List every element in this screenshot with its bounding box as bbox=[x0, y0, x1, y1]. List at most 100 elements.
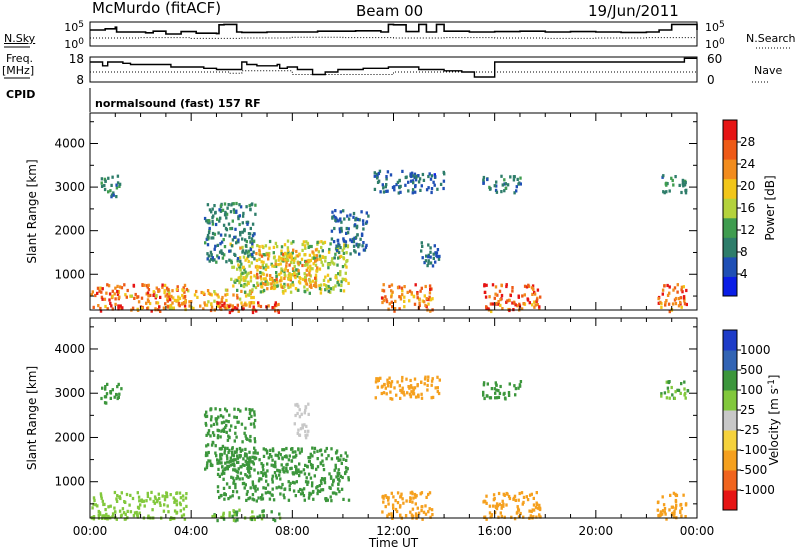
power-panel-cell bbox=[98, 289, 101, 293]
velocity-panel-cell bbox=[401, 389, 404, 393]
velocity-panel-cell bbox=[173, 509, 177, 513]
power-panel-cell bbox=[114, 297, 117, 301]
power-panel-cell bbox=[176, 285, 179, 289]
power-panel-cell bbox=[137, 295, 140, 299]
power-panel-cell bbox=[343, 217, 346, 221]
velocity-panel-cell bbox=[503, 493, 506, 497]
power-panel-cell bbox=[518, 302, 521, 306]
velocity-panel-cell bbox=[519, 511, 522, 516]
power-panel-cell bbox=[146, 298, 150, 302]
velocity-panel-cell bbox=[337, 458, 340, 462]
velocity-panel-cell bbox=[499, 384, 502, 389]
velocity-panel-cell bbox=[401, 391, 405, 395]
power-panel-cell bbox=[209, 257, 213, 261]
velocity-panel-cell bbox=[242, 457, 245, 461]
velocity-panel-cell bbox=[109, 396, 112, 400]
velocity-panel-cell bbox=[298, 415, 302, 419]
velocity-panel-cell bbox=[300, 412, 303, 416]
velocity-panel-cell bbox=[495, 383, 498, 387]
power-panel-cell bbox=[311, 250, 314, 254]
power-panel-cell bbox=[171, 289, 174, 293]
velocity-panel-cell bbox=[529, 514, 532, 518]
velocity-panel-cell bbox=[234, 458, 237, 462]
power-panel-cell bbox=[528, 301, 531, 305]
power-panel-cell bbox=[408, 289, 412, 293]
power-colorbar-tick-label: 28 bbox=[740, 135, 755, 149]
power-panel-cell bbox=[407, 189, 410, 193]
power-panel-cell bbox=[147, 288, 151, 292]
power-panel-cell bbox=[401, 169, 404, 173]
velocity-panel-cell bbox=[105, 512, 108, 516]
power-panel-cell bbox=[362, 248, 366, 252]
power-panel-cell bbox=[116, 284, 119, 288]
velocity-panel-cell bbox=[331, 491, 335, 495]
power-panel-cell bbox=[236, 303, 239, 307]
power-panel-cell bbox=[416, 292, 419, 296]
power-panel-cell bbox=[680, 190, 683, 195]
velocity-panel-cell bbox=[411, 507, 415, 511]
power-panel-cell bbox=[237, 215, 240, 219]
velocity-panel-cell bbox=[236, 456, 239, 460]
velocity-panel-cell bbox=[179, 509, 182, 513]
power-panel-cell bbox=[233, 210, 236, 214]
power-panel-cell bbox=[239, 246, 242, 250]
power-panel-cell bbox=[214, 292, 217, 296]
velocity-panel-cell bbox=[252, 498, 256, 502]
velocity-panel-cell bbox=[101, 514, 104, 518]
velocity-panel-cell bbox=[411, 492, 414, 496]
power-panel-cell bbox=[315, 258, 319, 262]
power-panel-cell bbox=[125, 295, 128, 299]
velocity-panel-cell bbox=[205, 451, 208, 455]
power-panel-cell bbox=[436, 248, 440, 252]
velocity-panel-x-tick-label: 12:00 bbox=[376, 524, 411, 538]
velocity-panel-cell bbox=[230, 475, 233, 479]
power-panel-cell bbox=[485, 283, 488, 287]
velocity-panel-cell bbox=[111, 515, 114, 519]
power-panel-cell bbox=[162, 306, 166, 310]
power-panel-cell bbox=[238, 265, 241, 269]
power-panel-cell bbox=[373, 174, 376, 178]
velocity-panel-cell bbox=[679, 509, 682, 513]
power-panel-cell bbox=[331, 257, 334, 261]
power-panel-cell bbox=[390, 300, 393, 304]
power-panel-cell bbox=[291, 251, 294, 255]
velocity-panel-cell bbox=[299, 487, 302, 492]
velocity-panel-cell bbox=[264, 491, 268, 495]
power-panel-cell bbox=[190, 300, 193, 304]
velocity-panel-cell bbox=[245, 492, 249, 496]
velocity-panel-cell bbox=[516, 505, 519, 509]
power-panel-cell bbox=[244, 294, 248, 298]
power-panel-cell bbox=[332, 240, 336, 244]
power-panel-cell bbox=[421, 299, 424, 303]
velocity-panel-cell bbox=[278, 473, 281, 477]
velocity-panel-cell bbox=[225, 409, 228, 413]
power-panel-cell bbox=[258, 248, 261, 252]
power-colorbar-band bbox=[723, 256, 737, 277]
velocity-panel-cell bbox=[304, 480, 308, 484]
power-panel-cell bbox=[229, 227, 232, 231]
power-panel-cell bbox=[494, 285, 498, 289]
power-panel-cell bbox=[104, 179, 107, 183]
velocity-panel-cell bbox=[423, 382, 426, 386]
power-panel-cell bbox=[411, 179, 415, 183]
power-panel-cell bbox=[493, 296, 496, 300]
velocity-panel-cell bbox=[332, 478, 335, 482]
power-panel-cell bbox=[362, 222, 365, 226]
velocity-panel-cell bbox=[536, 506, 539, 510]
velocity-panel-cell bbox=[175, 499, 178, 503]
power-panel-cell bbox=[206, 235, 209, 240]
power-panel-cell bbox=[96, 291, 99, 295]
velocity-panel-cell bbox=[412, 392, 416, 396]
velocity-panel-cell bbox=[345, 469, 348, 473]
power-panel-cell bbox=[109, 189, 112, 193]
power-panel-cell bbox=[235, 201, 238, 206]
velocity-panel-cell bbox=[264, 448, 267, 452]
velocity-panel-cell bbox=[216, 485, 220, 489]
power-panel-cell bbox=[252, 239, 256, 243]
power-panel-cell bbox=[337, 250, 341, 255]
velocity-panel-cell bbox=[519, 380, 523, 384]
power-panel-cell bbox=[273, 305, 276, 310]
velocity-panel-cell bbox=[107, 514, 110, 518]
power-panel-cell bbox=[349, 238, 352, 242]
power-panel-cell bbox=[330, 229, 334, 233]
